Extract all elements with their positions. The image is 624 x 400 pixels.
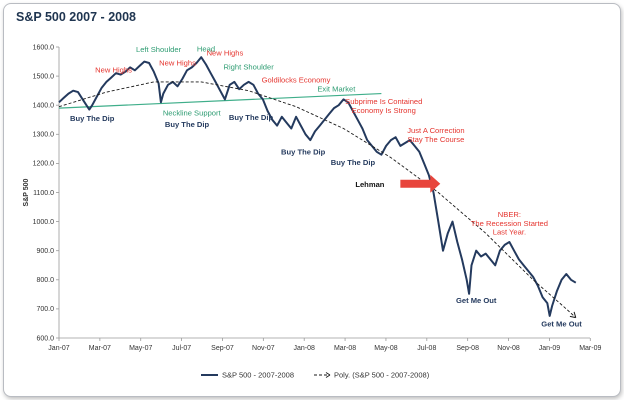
y-tick-label: 1600.0 — [33, 44, 55, 51]
x-tick-label: Mar-08 — [334, 345, 356, 352]
plot-area — [58, 56, 577, 319]
x-tick-label: Mar-07 — [89, 345, 111, 352]
legend-label-sp500: S&P 500 - 2007-2008 — [222, 371, 294, 380]
trend-arrowhead — [569, 311, 577, 319]
x-tick-label: May-08 — [374, 345, 397, 352]
x-tick-label: Nov-07 — [252, 345, 275, 352]
y-tick-label: 1000.0 — [33, 219, 55, 226]
y-tick-label: 1400.0 — [33, 103, 55, 110]
annotation-label: Subprime Is Contained — [345, 97, 422, 106]
series-sp500-line — [58, 56, 577, 317]
annotation-label: Neckline Support — [163, 108, 222, 117]
annotation-label: Just A Correction — [407, 126, 464, 135]
chart-frame — [3, 3, 621, 397]
legend-label-trend: Poly. (S&P 500 - 2007-2008) — [334, 371, 430, 380]
x-tick-label: Jul-08 — [417, 345, 436, 352]
axes: 600.0 700.0 800.0 900.0 1000.0 1100.0 1200.0 13… — [23, 44, 601, 352]
annotation-label: Economy Is Strong — [352, 106, 416, 115]
annotation-label: Buy The Dip — [281, 148, 326, 157]
x-tick-label: Mar-09 — [579, 345, 601, 352]
annotation-label: New Highs — [95, 66, 132, 75]
y-tick-label: 1500.0 — [33, 73, 55, 80]
y-tick-label: 1100.0 — [33, 190, 54, 197]
annotation-label: Right Shoulder — [224, 63, 275, 72]
legend: S&P 500 - 2007-2008 Poly. (S&P 500 - 2007… — [201, 371, 430, 380]
y-tick-label: 600.0 — [36, 335, 54, 342]
lehman-arrow — [400, 174, 441, 193]
chart-title: S&P 500 2007 - 2008 — [16, 10, 137, 24]
x-tick-label: Jan-09 — [539, 345, 561, 352]
annotation-label: New Highs — [207, 49, 244, 58]
y-tick-label: 1200.0 — [33, 161, 55, 168]
annotation-label: Buy The Dip — [70, 114, 115, 123]
annotation-label: Buy The Dip — [229, 113, 274, 122]
series-trend-line — [58, 81, 577, 318]
annotation-label: Buy The Dip — [165, 120, 210, 129]
annotation-label: The Recession Started — [471, 219, 548, 228]
x-tick-label: Sep-08 — [456, 345, 479, 352]
annotation-label: Last Year. — [493, 228, 526, 237]
y-axis-label: S&P 500 — [23, 178, 30, 206]
annotation-label: Head — [197, 44, 215, 53]
y-tick-label: 900.0 — [36, 248, 54, 255]
y-tick-label: 800.0 — [36, 277, 54, 284]
y-tick-label: 1300.0 — [33, 132, 55, 139]
annotation-label: Goldilocks Economy — [262, 76, 331, 85]
annotation-label: Stay The Course — [407, 135, 464, 144]
x-tick-label: May-07 — [129, 345, 152, 352]
annotation-label: Get Me Out — [541, 319, 582, 328]
x-tick-label: Nov-08 — [497, 345, 520, 352]
annotation-label: Left Shoulder — [136, 45, 182, 54]
annotation-label: Get Me Out — [456, 296, 497, 305]
annotation-label: Buy The Dip — [331, 158, 376, 167]
x-tick-label: Jan-08 — [294, 345, 316, 352]
x-tick-label: Jan-07 — [48, 345, 70, 352]
legend-trend-arrowhead — [325, 372, 331, 378]
y-tick-label: 700.0 — [36, 306, 54, 313]
neckline-support-line — [58, 92, 382, 109]
annotation-label: Exit Market — [317, 85, 356, 94]
lehman-label: Lehman — [355, 180, 384, 189]
annotation-label: New Highs — [159, 58, 196, 67]
x-tick-label: Sep-07 — [211, 345, 234, 352]
annotation-label: NBER: — [498, 210, 521, 219]
x-tick-label: Jul-07 — [172, 345, 191, 352]
